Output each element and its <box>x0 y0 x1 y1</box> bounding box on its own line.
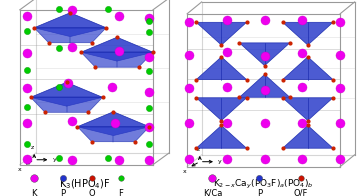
Polygon shape <box>196 98 247 121</box>
Text: z: z <box>196 147 200 152</box>
Text: K$_{2-x}$Ca$_y$(PO$_3$F)$_a$(PO$_4$)$_b$: K$_{2-x}$Ca$_y$(PO$_3$F)$_a$(PO$_4$)$_b$ <box>212 178 313 191</box>
Text: K/Ca: K/Ca <box>203 189 222 196</box>
Text: P: P <box>257 189 262 196</box>
Polygon shape <box>81 37 153 61</box>
Text: y: y <box>52 157 56 162</box>
Text: K: K <box>31 189 37 196</box>
Text: F: F <box>118 189 123 196</box>
Text: y: y <box>218 159 222 164</box>
Polygon shape <box>239 74 290 97</box>
Polygon shape <box>283 57 333 80</box>
Polygon shape <box>283 22 333 45</box>
Text: z: z <box>31 145 34 150</box>
Text: K$_3$(HPO$_4$)F: K$_3$(HPO$_4$)F <box>59 178 110 191</box>
Polygon shape <box>77 127 149 142</box>
Text: P: P <box>60 189 66 196</box>
Polygon shape <box>196 22 247 45</box>
Polygon shape <box>77 112 149 136</box>
Text: x: x <box>17 167 21 172</box>
Polygon shape <box>283 125 333 148</box>
Polygon shape <box>196 57 247 80</box>
Polygon shape <box>239 43 290 66</box>
Polygon shape <box>31 97 103 112</box>
Text: x: x <box>183 169 187 174</box>
Polygon shape <box>34 13 106 37</box>
Polygon shape <box>196 125 247 148</box>
Polygon shape <box>81 52 153 67</box>
Polygon shape <box>34 28 106 43</box>
Polygon shape <box>31 82 103 106</box>
Text: O/F: O/F <box>293 189 308 196</box>
Polygon shape <box>283 98 333 121</box>
Text: O: O <box>89 189 95 196</box>
